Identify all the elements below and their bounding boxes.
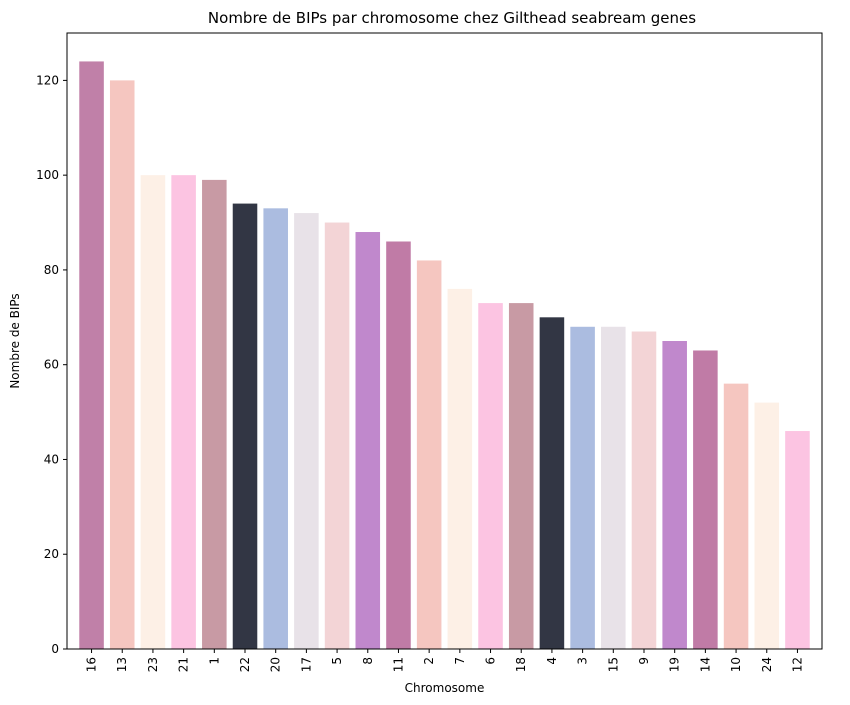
bar-chromosome-22 bbox=[232, 203, 258, 650]
x-tick-label: 2 bbox=[422, 657, 436, 665]
x-tick-label: 22 bbox=[238, 657, 252, 672]
x-tick-label: 24 bbox=[760, 657, 774, 672]
x-tick-label: 21 bbox=[177, 657, 191, 672]
x-tick-label: 11 bbox=[391, 657, 405, 672]
x-tick-label: 23 bbox=[146, 657, 160, 672]
x-tick-label: 10 bbox=[729, 657, 743, 672]
x-tick-label: 5 bbox=[330, 657, 344, 665]
y-tick-label: 120 bbox=[36, 73, 59, 87]
y-tick-label: 0 bbox=[51, 642, 59, 656]
x-tick-label: 16 bbox=[85, 657, 99, 672]
plot-frame bbox=[66, 32, 823, 650]
x-tick-label: 13 bbox=[115, 657, 129, 672]
x-tick-label: 8 bbox=[361, 657, 375, 665]
bar-chromosome-8 bbox=[355, 232, 381, 649]
bar-chromosome-10 bbox=[723, 383, 749, 649]
x-tick-label: 15 bbox=[606, 657, 620, 672]
y-tick-label: 40 bbox=[44, 452, 59, 466]
bar-chromosome-15 bbox=[601, 326, 626, 649]
bar-chromosome-7 bbox=[447, 288, 473, 649]
x-tick-label: 17 bbox=[299, 657, 313, 672]
bars-group bbox=[79, 61, 810, 650]
x-tick-label: 4 bbox=[545, 657, 559, 665]
y-tick-label: 20 bbox=[44, 547, 59, 561]
x-tick-label: 9 bbox=[637, 657, 651, 665]
bar-chromosome-19 bbox=[662, 341, 687, 649]
x-axis-label: Chromosome bbox=[405, 681, 485, 695]
x-tick-label: 6 bbox=[484, 657, 498, 665]
bar-chromosome-11 bbox=[386, 241, 411, 649]
bar-chromosome-13 bbox=[109, 80, 135, 649]
bar-chromosome-24 bbox=[754, 402, 780, 649]
bar-chromosome-23 bbox=[140, 175, 166, 649]
y-axis-label: Nombre de BIPs bbox=[8, 293, 22, 388]
bar-chromosome-16 bbox=[79, 61, 104, 649]
bar-chromosome-6 bbox=[478, 303, 503, 649]
y-tick-label: 100 bbox=[36, 168, 59, 182]
y-tick-label: 80 bbox=[44, 263, 59, 277]
x-axis: 16 13 23 21 1 22 20 17 5 8 11 2 7 6 18 4 3 15 9 19 14 10 24 12 bbox=[85, 649, 804, 672]
x-tick-label: 20 bbox=[269, 657, 283, 672]
bar-chromosome-5 bbox=[324, 222, 350, 650]
y-axis: 0 20 40 60 80 100 120 bbox=[36, 73, 67, 656]
x-tick-label: 12 bbox=[790, 657, 804, 672]
chart-title: Nombre de BIPs par chromosome chez Gilth… bbox=[208, 9, 696, 27]
bar-chromosome-17 bbox=[294, 213, 319, 650]
bar-chromosome-20 bbox=[263, 208, 288, 650]
bar-chromosome-9 bbox=[631, 331, 657, 649]
bar-chromosome-2 bbox=[416, 260, 442, 649]
x-tick-label: 7 bbox=[453, 657, 467, 665]
bar-chromosome-14 bbox=[693, 350, 718, 649]
bar-chromosome-3 bbox=[570, 326, 595, 649]
bar-chromosome-12 bbox=[785, 431, 810, 649]
y-tick-label: 60 bbox=[44, 358, 59, 372]
x-tick-label: 3 bbox=[576, 657, 590, 665]
bar-chromosome-1 bbox=[202, 179, 227, 649]
x-tick-label: 19 bbox=[668, 657, 682, 672]
bar-chromosome-18 bbox=[508, 303, 534, 649]
x-tick-label: 18 bbox=[514, 657, 528, 672]
bar-chromosome-4 bbox=[539, 317, 565, 649]
x-tick-label: 1 bbox=[207, 657, 221, 665]
bar-chromosome-21 bbox=[171, 175, 196, 649]
x-tick-label: 14 bbox=[698, 657, 712, 672]
